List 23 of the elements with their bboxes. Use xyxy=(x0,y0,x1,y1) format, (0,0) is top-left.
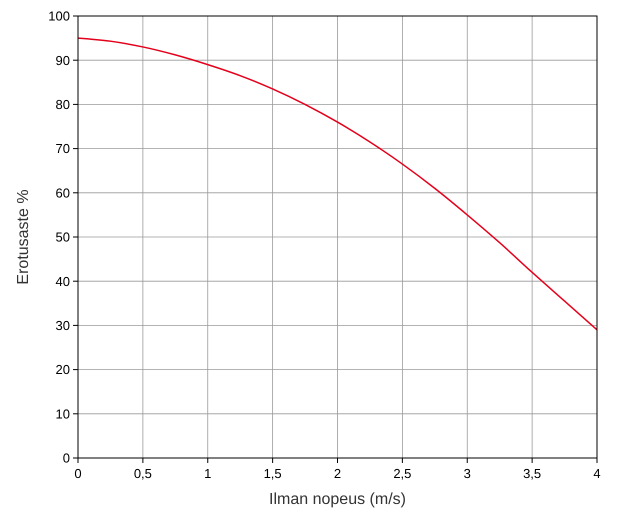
x-tick-label: 4 xyxy=(593,466,601,481)
line-series xyxy=(77,37,598,331)
y-axis-title: Erotusaste % xyxy=(15,189,32,285)
y-tick-label: 30 xyxy=(56,318,70,333)
y-tick-label: 60 xyxy=(56,185,70,200)
x-tick-label: 0,5 xyxy=(134,466,152,481)
y-tick-label: 40 xyxy=(56,274,70,289)
y-tick-label: 80 xyxy=(56,96,70,112)
x-tick-label: 1 xyxy=(204,466,212,481)
x-tick-label: 2 xyxy=(334,466,342,481)
y-tick-label: 50 xyxy=(56,230,70,245)
y-tick-label: 100 xyxy=(48,8,70,24)
x-tick-label: 1,5 xyxy=(264,466,282,481)
y-tick-label: 10 xyxy=(56,406,70,422)
x-tick-label: 0 xyxy=(74,466,82,481)
y-tick-label: 90 xyxy=(56,52,70,68)
y-tick-label: 0 xyxy=(62,450,70,466)
x-axis-title: Ilman nopeus (m/s) xyxy=(269,491,406,508)
x-tick-label: 3 xyxy=(464,466,471,481)
x-tick-label: 2,5 xyxy=(393,466,412,481)
y-tick-label: 20 xyxy=(56,362,70,378)
y-tick-label: 70 xyxy=(56,141,70,156)
x-tick-label: 3,5 xyxy=(523,466,542,481)
